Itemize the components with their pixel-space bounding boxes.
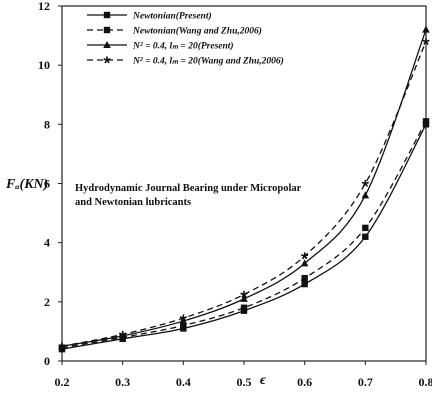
series-line-1 (61, 124, 427, 350)
y-tick-label: 0 (44, 354, 50, 368)
series-4-point (300, 252, 309, 260)
legend: Newtonian(Present) Newtonian(Wang and Zhu… (87, 11, 284, 67)
series-4-point (361, 179, 370, 187)
series-1-point (301, 280, 308, 288)
series-3-point (179, 317, 188, 325)
legend-marker-1 (103, 11, 111, 19)
legend-marker-3 (103, 41, 111, 48)
series-4-point (58, 342, 66, 350)
x-tick-label: 0.7 (358, 375, 373, 389)
y-tick-label: 8 (44, 117, 50, 131)
legend-marker-4 (103, 56, 111, 64)
series-4-point (422, 37, 430, 45)
ticks: 0.2 0.3 0.4 0.5 0.6 0.7 0.8 0 2 4 6 8 10 12 (38, 0, 432, 389)
series-3-point (300, 259, 309, 267)
x-tick-label: 0.3 (115, 375, 130, 389)
annotation-line-1: Hydrodynamic Journal Bearing under Micro… (75, 183, 302, 194)
series-3-point (361, 191, 370, 199)
series-2-point (180, 322, 187, 329)
y-axis-label: Fₐ(KN) (5, 177, 48, 192)
x-tick-label: 0.8 (419, 375, 432, 389)
y-tick-label: 10 (38, 58, 50, 72)
y-tick-label: 4 (44, 236, 50, 250)
y-tick-label: 2 (44, 295, 50, 309)
series-line-4 (61, 41, 427, 347)
x-tick-label: 0.4 (176, 375, 191, 389)
legend-entry-2: Newtonian(Wang and Zhu,2006) (132, 26, 262, 37)
series-1-point (362, 233, 369, 240)
series-4-point (179, 314, 188, 322)
legend-marker-2 (103, 26, 111, 34)
x-tick-label: 0.6 (297, 375, 312, 389)
x-tick-label: 0.5 (237, 375, 252, 389)
legend-entry-3: N² = 0.4, lₘ = 20(Present) (132, 41, 234, 52)
series-4-point (118, 330, 127, 338)
series-2-point (422, 118, 430, 125)
series-3-point (422, 25, 430, 33)
annotation-line-2: and Newtonian lubricants (75, 197, 191, 208)
series-2-point (240, 304, 248, 311)
series-layer (58, 25, 430, 353)
y-tick-label: 6 (44, 177, 50, 191)
legend-entry-4: N² = 0.4, lₘ = 20(Wang and Zhu,2006) (132, 56, 284, 67)
x-tick-label: 0.2 (55, 375, 70, 389)
series-3-point (240, 294, 248, 302)
series-2-point (362, 224, 369, 232)
legend-entry-1: Newtonian(Present) (132, 11, 212, 22)
y-tick-label: 12 (38, 0, 50, 13)
x-axis-label: ϵ (260, 373, 267, 388)
series-4-point (240, 290, 248, 298)
series-line-3 (61, 29, 427, 347)
series-2-point (301, 274, 308, 282)
